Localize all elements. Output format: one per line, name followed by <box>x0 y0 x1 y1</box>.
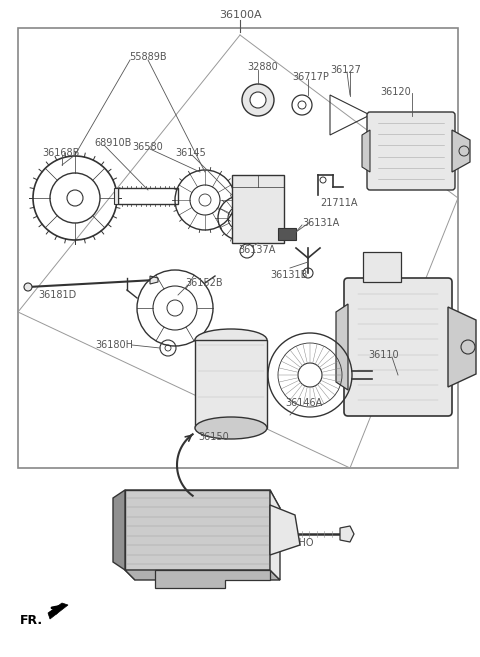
Text: 36110: 36110 <box>368 350 398 360</box>
Bar <box>18 28 458 468</box>
Text: 36150: 36150 <box>198 432 229 442</box>
FancyBboxPatch shape <box>367 112 455 190</box>
FancyBboxPatch shape <box>344 278 452 416</box>
Polygon shape <box>114 188 118 204</box>
Circle shape <box>250 92 266 108</box>
Polygon shape <box>452 130 470 172</box>
Text: 36131A: 36131A <box>302 218 339 228</box>
Polygon shape <box>125 490 270 570</box>
Circle shape <box>242 84 274 116</box>
Bar <box>232 175 284 243</box>
Text: 36145: 36145 <box>175 148 206 158</box>
Text: 21711A: 21711A <box>320 198 358 208</box>
Polygon shape <box>270 490 280 580</box>
Polygon shape <box>340 526 354 542</box>
Text: 36181D: 36181D <box>38 290 76 300</box>
Text: 36137A: 36137A <box>238 245 276 255</box>
Text: 55889B: 55889B <box>129 52 167 62</box>
Polygon shape <box>150 276 158 284</box>
Text: 68910B: 68910B <box>94 138 132 148</box>
Text: 36146A: 36146A <box>285 398 322 408</box>
Text: 36127: 36127 <box>330 65 361 75</box>
Polygon shape <box>48 603 68 619</box>
Text: 36180H: 36180H <box>95 340 133 350</box>
Text: 1140HO: 1140HO <box>275 538 314 548</box>
Text: FR.: FR. <box>20 614 43 627</box>
Text: 36120: 36120 <box>380 87 411 97</box>
Text: 36168B: 36168B <box>42 148 79 158</box>
Text: 36580: 36580 <box>132 142 163 152</box>
Polygon shape <box>362 130 370 172</box>
Text: 32880: 32880 <box>247 62 278 72</box>
Polygon shape <box>125 490 135 580</box>
Polygon shape <box>125 570 280 580</box>
Text: 36131B: 36131B <box>270 270 307 280</box>
Bar <box>363 252 401 282</box>
Polygon shape <box>270 505 300 555</box>
Text: 36152B: 36152B <box>185 278 223 288</box>
Polygon shape <box>125 490 280 508</box>
Bar <box>278 228 296 240</box>
Polygon shape <box>336 304 348 390</box>
Polygon shape <box>448 307 476 387</box>
Text: 36100A: 36100A <box>219 10 261 20</box>
Ellipse shape <box>195 417 267 439</box>
Bar <box>195 340 267 428</box>
Circle shape <box>24 283 32 291</box>
Text: 36717P: 36717P <box>292 72 329 82</box>
Ellipse shape <box>195 329 267 351</box>
Polygon shape <box>113 490 125 570</box>
Polygon shape <box>155 570 270 588</box>
